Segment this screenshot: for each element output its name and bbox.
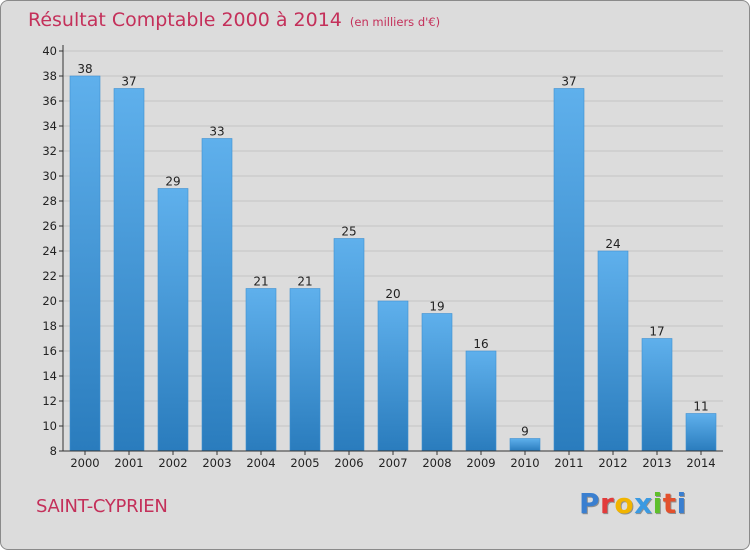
x-tick-label: 2006 <box>334 456 363 470</box>
bar-2009 <box>465 350 497 452</box>
logo-letter: i <box>652 487 663 520</box>
bar-2008 <box>421 313 453 452</box>
bar-2003 <box>201 138 233 452</box>
x-tick-label: 2009 <box>466 456 495 470</box>
data-label: 9 <box>521 425 529 439</box>
x-tick-label: 2000 <box>70 456 99 470</box>
data-label: 38 <box>77 62 92 76</box>
bar-2007 <box>377 300 409 452</box>
x-tick-label: 2005 <box>290 456 319 470</box>
data-label: 21 <box>253 275 268 289</box>
y-tick-label: 20 <box>42 294 57 308</box>
x-tick-label: 2008 <box>422 456 451 470</box>
y-tick-label: 14 <box>42 369 57 383</box>
x-tick-label: 2003 <box>202 456 231 470</box>
proxiti-logo: Proxiti <box>579 487 687 520</box>
x-tick-label: 2012 <box>598 456 627 470</box>
data-label: 24 <box>605 237 620 251</box>
x-tick-label: 2004 <box>246 456 275 470</box>
y-tick-label: 40 <box>42 44 57 58</box>
logo-letter: t <box>662 487 677 520</box>
data-label: 25 <box>341 225 356 239</box>
bar-2002 <box>157 188 189 452</box>
logo-letter: P <box>579 487 601 520</box>
bar-2011 <box>553 88 585 452</box>
bar-2004 <box>245 288 277 452</box>
data-label: 11 <box>693 400 708 414</box>
logo-letter: x <box>634 487 653 520</box>
x-tick-label: 2002 <box>158 456 187 470</box>
chart-title-text: Résultat Comptable 2000 à 2014 <box>28 9 342 31</box>
bar-2005 <box>289 288 321 452</box>
data-label: 17 <box>649 325 664 339</box>
x-tick-label: 2007 <box>378 456 407 470</box>
y-tick-label: 18 <box>42 319 57 333</box>
bar-2006 <box>333 238 365 452</box>
x-tick-label: 2010 <box>510 456 539 470</box>
y-tick-label: 28 <box>42 194 57 208</box>
data-label: 29 <box>165 175 180 189</box>
y-tick-label: 36 <box>42 94 57 108</box>
chart-subtitle: (en milliers d'€) <box>349 15 441 29</box>
bar-2014 <box>685 413 717 452</box>
x-tick-label: 2001 <box>114 456 143 470</box>
bar-2010 <box>509 438 541 452</box>
logo-letter: o <box>614 487 635 520</box>
logo-letter: r <box>600 487 615 520</box>
y-tick-label: 38 <box>42 69 57 83</box>
bar-2000 <box>69 75 101 452</box>
bar-2013 <box>641 338 673 452</box>
data-label: 19 <box>429 300 444 314</box>
logo-letter: i <box>676 487 687 520</box>
y-tick-label: 16 <box>42 344 57 358</box>
data-label: 21 <box>297 275 312 289</box>
x-tick-label: 2013 <box>642 456 671 470</box>
y-tick-label: 32 <box>42 144 57 158</box>
data-label: 16 <box>473 337 488 351</box>
y-tick-label: 8 <box>50 444 57 458</box>
y-tick-label: 30 <box>42 169 57 183</box>
x-tick-label: 2014 <box>686 456 715 470</box>
y-tick-label: 26 <box>42 219 57 233</box>
axes: 8 10 12 14 16 18 20 22 24 26 28 30 32 34 36 38 40 2000 200… <box>42 44 723 470</box>
commune-name: SAINT-CYPRIEN <box>36 496 168 517</box>
y-tick-label: 34 <box>42 119 57 133</box>
y-tick-label: 12 <box>42 394 57 408</box>
y-tick-label: 10 <box>42 419 57 433</box>
data-label: 33 <box>209 125 224 139</box>
x-tick-label: 2011 <box>554 456 583 470</box>
bars: 38 37 29 33 21 21 25 20 19 16 9 37 24 17 11 <box>69 62 717 452</box>
bar-2001 <box>113 88 145 452</box>
data-label: 37 <box>121 75 136 89</box>
data-label: 20 <box>385 287 400 301</box>
y-tick-label: 24 <box>42 244 57 258</box>
bar-2012 <box>597 250 629 452</box>
y-tick-label: 22 <box>42 269 57 283</box>
chart-title: Résultat Comptable 2000 à 2014 (en millie… <box>28 9 440 31</box>
data-label: 37 <box>561 75 576 89</box>
